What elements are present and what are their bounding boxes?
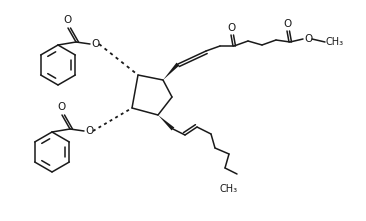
Polygon shape (163, 63, 179, 80)
Text: O: O (64, 15, 72, 25)
Text: CH₃: CH₃ (326, 37, 344, 47)
Text: O: O (284, 19, 292, 29)
Text: CH₃: CH₃ (220, 184, 238, 194)
Text: O: O (58, 102, 66, 112)
Text: O: O (85, 126, 93, 136)
Text: O: O (91, 39, 99, 49)
Polygon shape (158, 115, 174, 130)
Text: O: O (228, 23, 236, 33)
Text: O: O (304, 34, 312, 44)
